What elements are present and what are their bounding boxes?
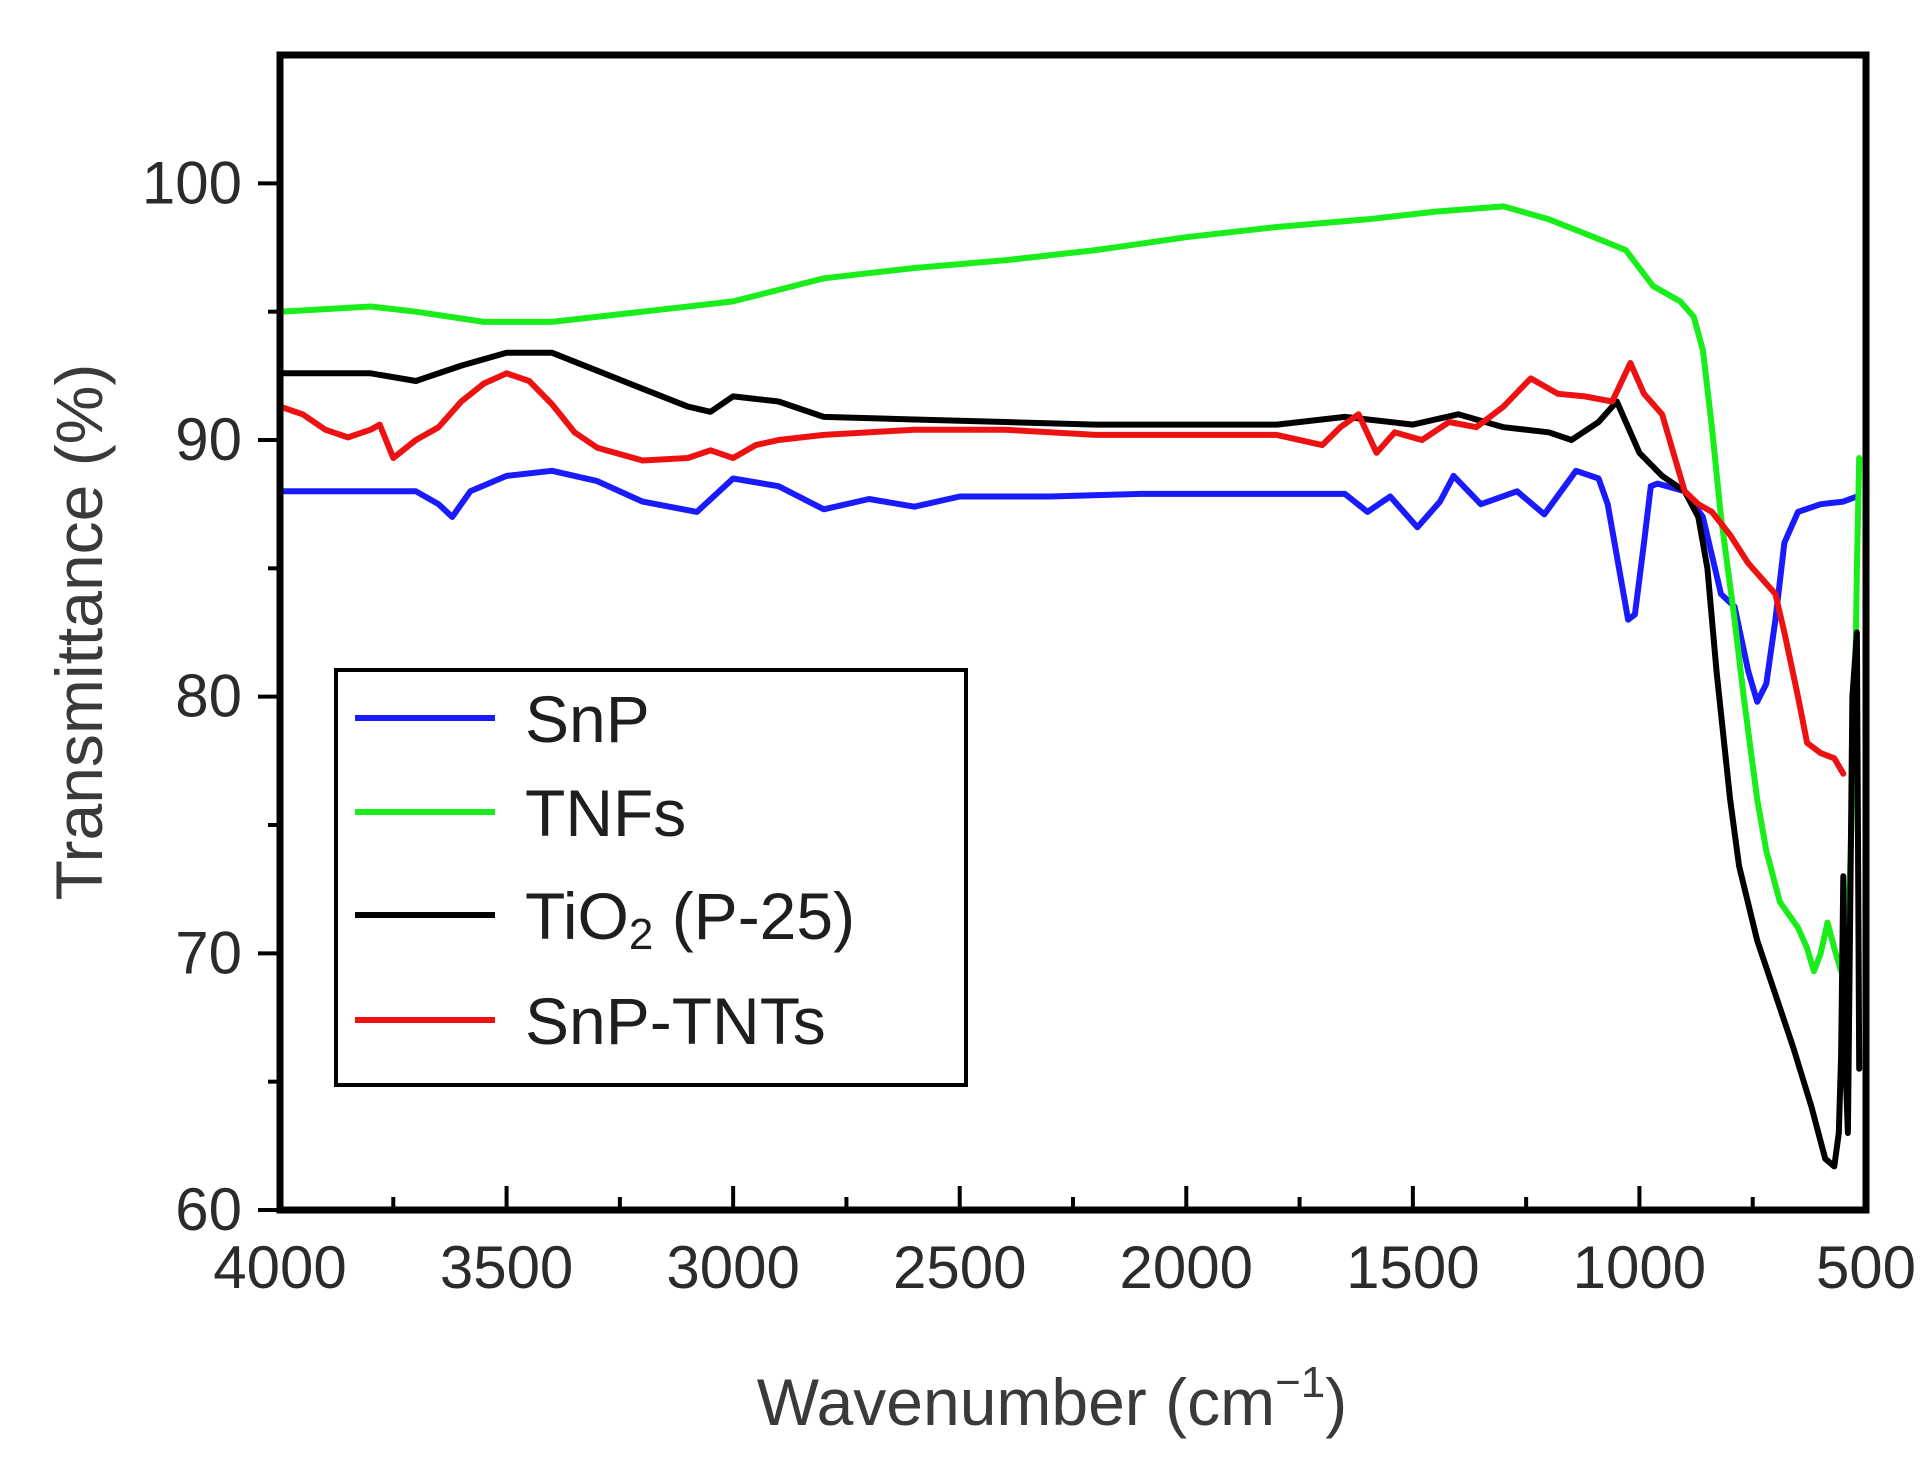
x-axis-title-close: ) [1325,1365,1347,1439]
x-axis-title-sup: −1 [1275,1358,1325,1407]
x-tick-label: 2500 [893,1234,1026,1301]
legend-box [334,668,968,1087]
legend-label-snp: SnP [525,682,650,756]
series-line-snp-tnts [280,360,1847,777]
y-tick-label: 90 [175,406,242,473]
x-tick-label: 1500 [1346,1234,1479,1301]
x-axis-title: Wavenumber (cm−1) [757,1358,1348,1439]
x-tick-label: 3000 [666,1234,799,1301]
y-axis: 60 70 80 90 100 [142,149,280,1243]
x-tick-label: 500 [1816,1234,1916,1301]
series-line-tnfs [280,203,1863,975]
x-tick-label: 3500 [440,1234,573,1301]
legend-label-tio2-sub: 2 [629,910,653,959]
legend: SnP TNFs TiO2 (P-25) SnP-TNTs [334,668,968,1087]
y-tick-label: 70 [175,919,242,986]
legend-label-tio2-rest: (P-25) [653,879,855,953]
legend-label-tnfs: TNFs [525,776,686,850]
y-tick-label: 60 [175,1176,242,1243]
y-tick-label: 80 [175,663,242,730]
x-tick-label: 2000 [1120,1234,1253,1301]
legend-label-tio2-main: TiO [525,879,629,953]
y-tick-label: 100 [142,149,242,216]
legend-label-snp-tnts: SnP-TNTs [525,984,826,1058]
x-tick-label: 4000 [213,1234,346,1301]
series-line-tio2-p-25 [280,349,1863,1170]
y-axis-title: Transmittance (%) [42,364,116,901]
x-axis-title-main: Wavenumber (cm [757,1365,1275,1439]
legend-label-tio2: TiO2 (P-25) [525,879,855,959]
series-group [280,203,1863,1170]
series-line-snp [280,467,1860,705]
x-axis: 4000 3500 3000 2500 2000 1500 1000 500 [213,1186,1916,1301]
x-tick-label: 1000 [1573,1234,1706,1301]
